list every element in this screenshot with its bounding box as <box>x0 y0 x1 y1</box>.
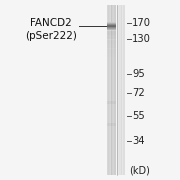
Bar <box>107 53 116 57</box>
Bar <box>107 101 116 104</box>
Bar <box>107 40 116 44</box>
Bar <box>120 5 121 175</box>
Bar <box>107 31 116 35</box>
Bar <box>107 24 116 25</box>
Bar <box>114 5 115 175</box>
Bar <box>107 35 116 39</box>
Bar <box>107 123 116 126</box>
Bar <box>117 5 118 175</box>
Bar <box>110 5 111 175</box>
Bar <box>122 5 123 175</box>
Bar <box>107 26 116 27</box>
Bar <box>107 5 108 175</box>
Text: 72: 72 <box>132 88 145 98</box>
Text: 130: 130 <box>132 34 151 44</box>
Text: 95: 95 <box>132 69 145 79</box>
Bar <box>107 25 116 26</box>
Bar <box>107 26 116 30</box>
Text: 170: 170 <box>132 17 151 28</box>
Bar <box>107 28 116 29</box>
Bar <box>119 5 120 175</box>
Bar <box>108 5 109 175</box>
Bar <box>123 5 124 175</box>
Bar <box>111 5 112 175</box>
Text: (pSer222): (pSer222) <box>25 31 77 41</box>
Bar <box>107 44 116 48</box>
Bar <box>107 23 116 24</box>
Text: FANCD2: FANCD2 <box>30 17 72 28</box>
Bar <box>107 29 116 30</box>
Bar <box>112 5 113 175</box>
Bar <box>109 5 110 175</box>
Text: (kD): (kD) <box>129 165 150 175</box>
Bar <box>124 5 125 175</box>
Bar <box>121 5 122 175</box>
Bar <box>107 27 116 28</box>
Bar <box>107 49 116 53</box>
Text: 55: 55 <box>132 111 145 121</box>
Bar <box>113 5 114 175</box>
Bar <box>115 5 116 175</box>
Bar <box>118 5 119 175</box>
Text: 34: 34 <box>132 136 145 146</box>
